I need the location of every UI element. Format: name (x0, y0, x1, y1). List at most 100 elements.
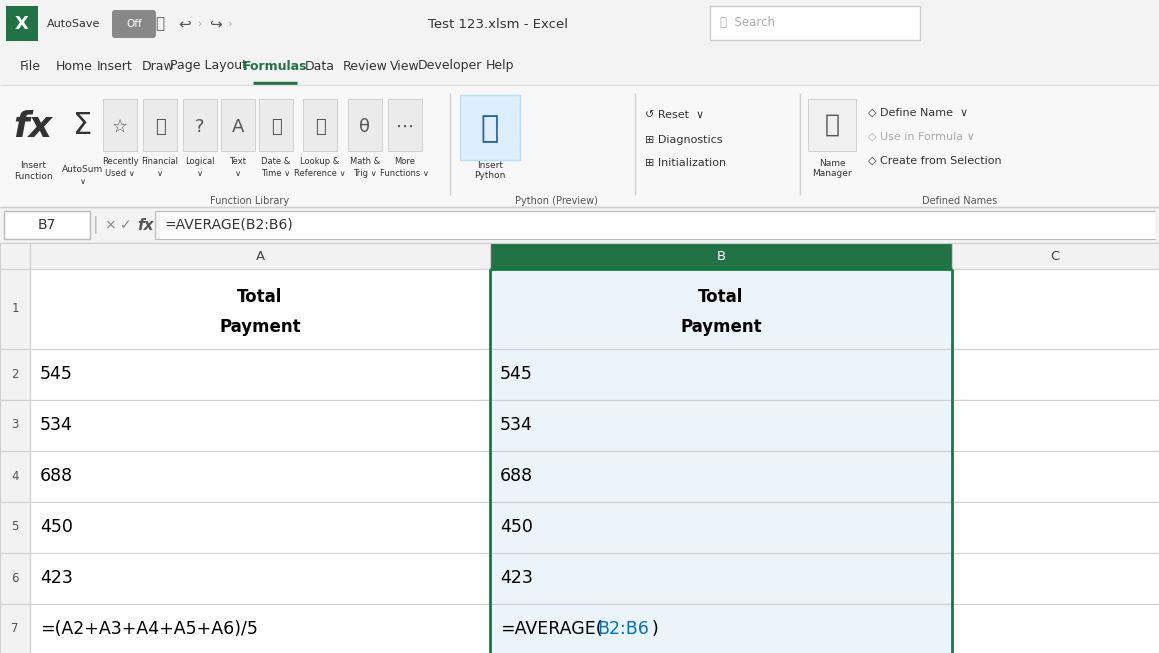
Bar (0, 243, 1159, 653)
Text: B2:B6: B2:B6 (597, 620, 649, 638)
Bar (0, 400, 30, 451)
Text: Total: Total (238, 288, 283, 306)
Bar (0, 269, 30, 349)
Text: Insert: Insert (97, 59, 133, 72)
Text: A: A (232, 118, 245, 136)
Text: 🗂: 🗂 (824, 113, 839, 137)
Text: fx: fx (137, 217, 153, 232)
Bar (490, 451, 952, 502)
Bar (0, 349, 30, 400)
Bar (30, 243, 490, 269)
Text: Python: Python (474, 172, 505, 180)
Text: Off: Off (126, 19, 141, 29)
Text: ×: × (104, 218, 116, 232)
Bar (952, 349, 1159, 400)
Text: 534: 534 (41, 416, 73, 434)
Text: 🔎: 🔎 (314, 118, 326, 136)
Text: ›: › (198, 19, 202, 29)
Bar (490, 243, 952, 269)
Bar (0, 502, 30, 553)
Text: B7: B7 (38, 218, 56, 232)
Text: 423: 423 (41, 569, 73, 587)
Bar (143, 99, 177, 151)
Text: Financial: Financial (141, 157, 178, 165)
Text: More: More (394, 157, 415, 165)
Text: AutoSum: AutoSum (63, 165, 103, 174)
Text: 534: 534 (500, 416, 533, 434)
Text: ∨: ∨ (80, 176, 86, 185)
Text: Payment: Payment (680, 318, 761, 336)
Text: Time ∨: Time ∨ (262, 168, 291, 178)
Bar (103, 99, 137, 151)
Text: 🖫: 🖫 (155, 16, 165, 31)
Text: 545: 545 (41, 365, 73, 383)
Text: Logical: Logical (185, 157, 214, 165)
Text: Formulas: Formulas (242, 59, 307, 72)
Text: ↺ Reset  ∨: ↺ Reset ∨ (646, 110, 705, 120)
Text: θ: θ (359, 118, 371, 136)
Bar (0, 0, 1159, 47)
Text: View: View (391, 59, 420, 72)
Text: 7: 7 (12, 622, 19, 635)
Text: Payment: Payment (219, 318, 301, 336)
Text: Trig ∨: Trig ∨ (353, 168, 377, 178)
Text: Date &: Date & (262, 157, 291, 165)
Bar (0, 553, 30, 604)
Text: 🐍: 🐍 (481, 114, 500, 144)
Text: Test 123.xlsm - Excel: Test 123.xlsm - Excel (429, 18, 568, 31)
Text: 6: 6 (12, 571, 19, 584)
Text: 5: 5 (12, 520, 19, 534)
Text: Lookup &: Lookup & (300, 157, 340, 165)
Bar (490, 269, 952, 349)
Text: ◇ Create from Selection: ◇ Create from Selection (868, 156, 1001, 166)
Text: 🟩: 🟩 (154, 118, 166, 136)
Text: File: File (20, 59, 41, 72)
Bar (0, 451, 30, 502)
Bar (952, 269, 1159, 349)
Bar (30, 400, 490, 451)
Text: 545: 545 (500, 365, 533, 383)
Text: ⊞ Initialization: ⊞ Initialization (646, 158, 727, 168)
Text: X: X (15, 15, 29, 33)
Bar (30, 269, 490, 349)
Bar (348, 99, 382, 151)
Text: 450: 450 (500, 518, 533, 536)
Text: C: C (1050, 249, 1059, 263)
Bar (3, 211, 90, 239)
Text: ?: ? (195, 118, 205, 136)
Text: 🔍  Search: 🔍 Search (720, 16, 775, 29)
Bar (388, 99, 422, 151)
Text: 450: 450 (41, 518, 73, 536)
Bar (0, 604, 30, 653)
Text: Help: Help (486, 59, 515, 72)
Text: Math &: Math & (350, 157, 380, 165)
Bar (0, 207, 1159, 243)
Text: ◇ Use in Formula ∨: ◇ Use in Formula ∨ (868, 132, 975, 142)
Text: Draw: Draw (141, 59, 174, 72)
Bar (30, 553, 490, 604)
Bar (710, 6, 920, 40)
Bar (30, 451, 490, 502)
Bar (302, 99, 337, 151)
Text: 3: 3 (12, 419, 19, 432)
Text: Total: Total (699, 288, 744, 306)
Bar (952, 400, 1159, 451)
Text: Text: Text (229, 157, 247, 165)
Text: ↩: ↩ (178, 16, 191, 31)
FancyBboxPatch shape (112, 10, 156, 38)
Bar (460, 95, 520, 160)
Text: ∨: ∨ (197, 168, 203, 178)
Text: ): ) (653, 620, 658, 638)
Bar (490, 604, 952, 653)
Text: =AVERAGE(B2:B6): =AVERAGE(B2:B6) (165, 218, 293, 232)
Bar (258, 99, 293, 151)
Bar (0, 243, 30, 269)
Text: Page Layout: Page Layout (169, 59, 247, 72)
Text: 1: 1 (12, 302, 19, 315)
Text: ☆: ☆ (112, 118, 127, 136)
Text: Functions ∨: Functions ∨ (380, 168, 430, 178)
Bar (490, 349, 952, 400)
Bar (490, 502, 952, 553)
Text: 423: 423 (500, 569, 533, 587)
Bar (160, 211, 1156, 239)
